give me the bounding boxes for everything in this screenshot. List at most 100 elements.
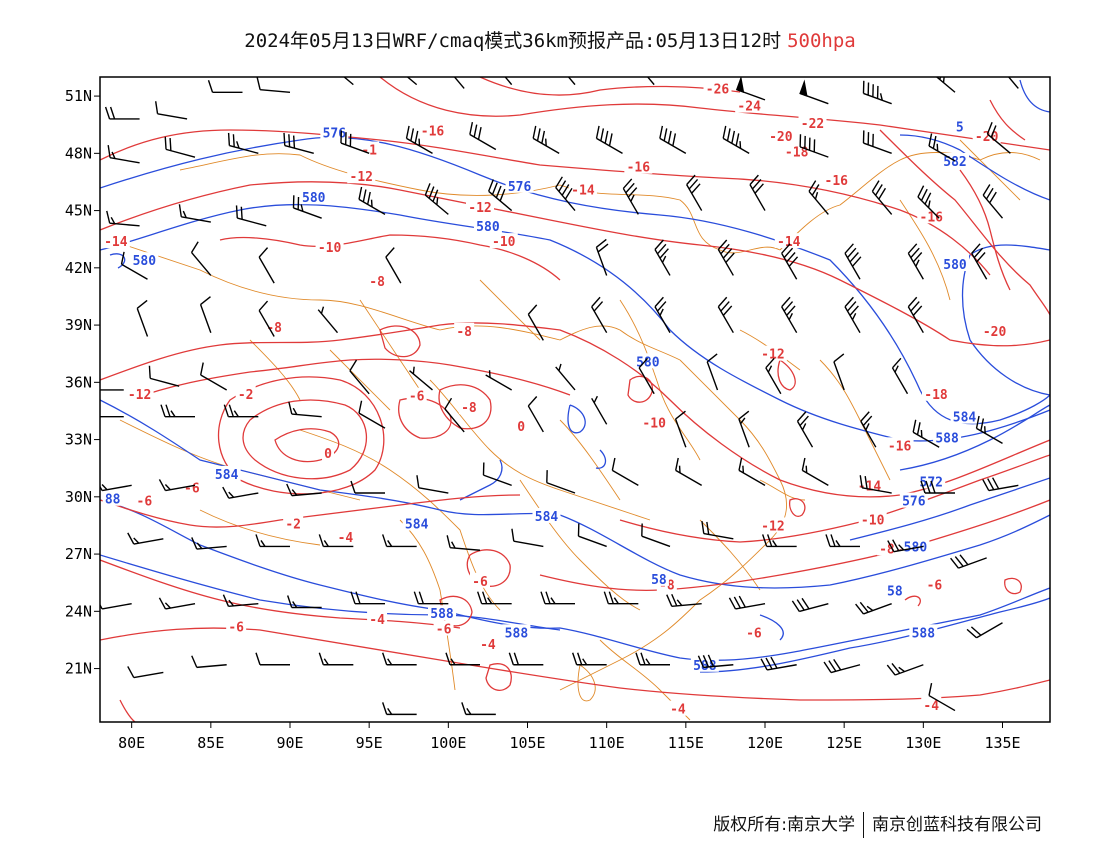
copyright-text: 版权所有:南京大学 [713, 815, 855, 835]
wind-barb [235, 205, 267, 227]
wind-barb [982, 184, 1004, 219]
height-label: 584 [215, 468, 239, 483]
wind-barb [405, 125, 433, 154]
lat-label: 42N [65, 259, 92, 277]
isotherm-label: -6 [927, 579, 943, 594]
wind-barb [446, 535, 481, 551]
wind-barb [646, 77, 655, 86]
isotherm-label-bg [322, 444, 334, 460]
wind-barb [286, 483, 322, 497]
wind-barb [823, 658, 861, 674]
isotherm-label: -4 [923, 699, 939, 714]
height-label: 58 [651, 573, 667, 588]
wind-barb [255, 534, 290, 548]
isotherm-label-bg [922, 385, 950, 401]
wind-barb [738, 457, 766, 486]
lon-label: 90E [276, 734, 303, 752]
wind-barb [413, 591, 449, 605]
wind-barb [717, 296, 734, 334]
temperature-contours [100, 77, 1050, 722]
isotherm-label: -6 [137, 495, 153, 510]
wind-barb [825, 534, 860, 548]
isotherm-label: -18 [785, 145, 809, 160]
wind-barb [855, 601, 892, 615]
height-label: 580 [302, 191, 326, 206]
isotherm-label: 0 [324, 447, 332, 462]
isotherm-label: 0 [517, 420, 525, 435]
isotherm-label: -4 [369, 613, 385, 628]
isotherm-label: -16 [627, 161, 651, 176]
wind-barb [136, 299, 149, 337]
isotherm-label-bg [743, 624, 764, 640]
height-label: 588 [693, 659, 717, 674]
isotherm-label-bg [640, 414, 669, 430]
wind-barb [654, 296, 671, 334]
wind-barb [158, 597, 196, 610]
lon-label: 100E [430, 734, 466, 752]
plot-frame [99, 76, 1051, 723]
isotherm-label: -2 [238, 388, 254, 403]
height-label: 580 [476, 220, 500, 235]
wind-barb [485, 370, 513, 391]
wind-barb [318, 652, 354, 666]
wind-barb [178, 204, 211, 223]
wind-barb [735, 77, 766, 101]
isotherm-label-bg [766, 128, 795, 144]
isotherm-label-bg [125, 385, 154, 401]
wind-barb [406, 77, 418, 86]
isotherm-label-bg [315, 238, 344, 254]
wind-barb [127, 666, 164, 679]
wind-barb [120, 251, 148, 280]
isotherm-label-bg [489, 233, 518, 249]
isotherm-label-bg [458, 399, 479, 415]
wind-barb [706, 353, 719, 391]
wind-barb [860, 411, 877, 448]
height-label-bg [950, 408, 979, 424]
wind-barb [504, 77, 513, 86]
height-label: 588 [430, 607, 454, 622]
map-title: 2024年05月13日WRF/cmaq模式36km预报产品:05月13日12时 5… [0, 26, 1100, 53]
isotherm-label-bg [134, 492, 155, 508]
lat-label: 45N [65, 202, 92, 220]
height-label-bg [502, 624, 531, 640]
isotherm-label: -16 [421, 124, 445, 139]
isotherm-label: -14 [571, 184, 595, 199]
wind-barb [527, 304, 544, 341]
isotherm-label-bg [885, 437, 914, 453]
lon-label: 110E [589, 734, 625, 752]
isotherm-label: -10 [642, 416, 666, 431]
wind-barb [591, 395, 608, 425]
wind-barb [595, 125, 623, 154]
wind-barb [385, 247, 402, 284]
isotherm-label-bg [917, 208, 946, 224]
wind-barb [555, 176, 576, 212]
lat-label: 24N [65, 602, 92, 620]
isotherm-label-bg [470, 572, 490, 588]
isotherm-label-bg [226, 618, 247, 634]
height-label: 588 [505, 626, 529, 641]
lon-label: 95E [356, 734, 383, 752]
wind-barb [717, 239, 735, 276]
wind-barb [100, 484, 132, 492]
wind-barb [358, 186, 386, 216]
wind-barb [127, 532, 164, 545]
isotherm-label-bg [980, 322, 1009, 338]
wind-barb [409, 366, 433, 391]
wind-barb [350, 591, 385, 605]
wind-barb [638, 357, 655, 395]
wind-barb [871, 180, 893, 215]
isotherm-label: -12 [128, 388, 151, 403]
wind-barb [622, 178, 639, 215]
height-label: 582 [943, 155, 966, 170]
lat-label: 21N [65, 660, 92, 678]
wind-barb [511, 528, 544, 548]
footer: 版权所有:南京大学 南京创蓝科技有限公司 [713, 810, 1042, 838]
isotherm-label-bg [515, 418, 528, 434]
wind-barb [223, 404, 259, 418]
isotherm-label-bg [359, 141, 380, 157]
isotherm-label-bg [264, 318, 285, 334]
wind-barb [912, 419, 940, 448]
wind-barb [659, 125, 687, 154]
wind-barb [382, 702, 417, 716]
wind-barb [350, 480, 385, 494]
